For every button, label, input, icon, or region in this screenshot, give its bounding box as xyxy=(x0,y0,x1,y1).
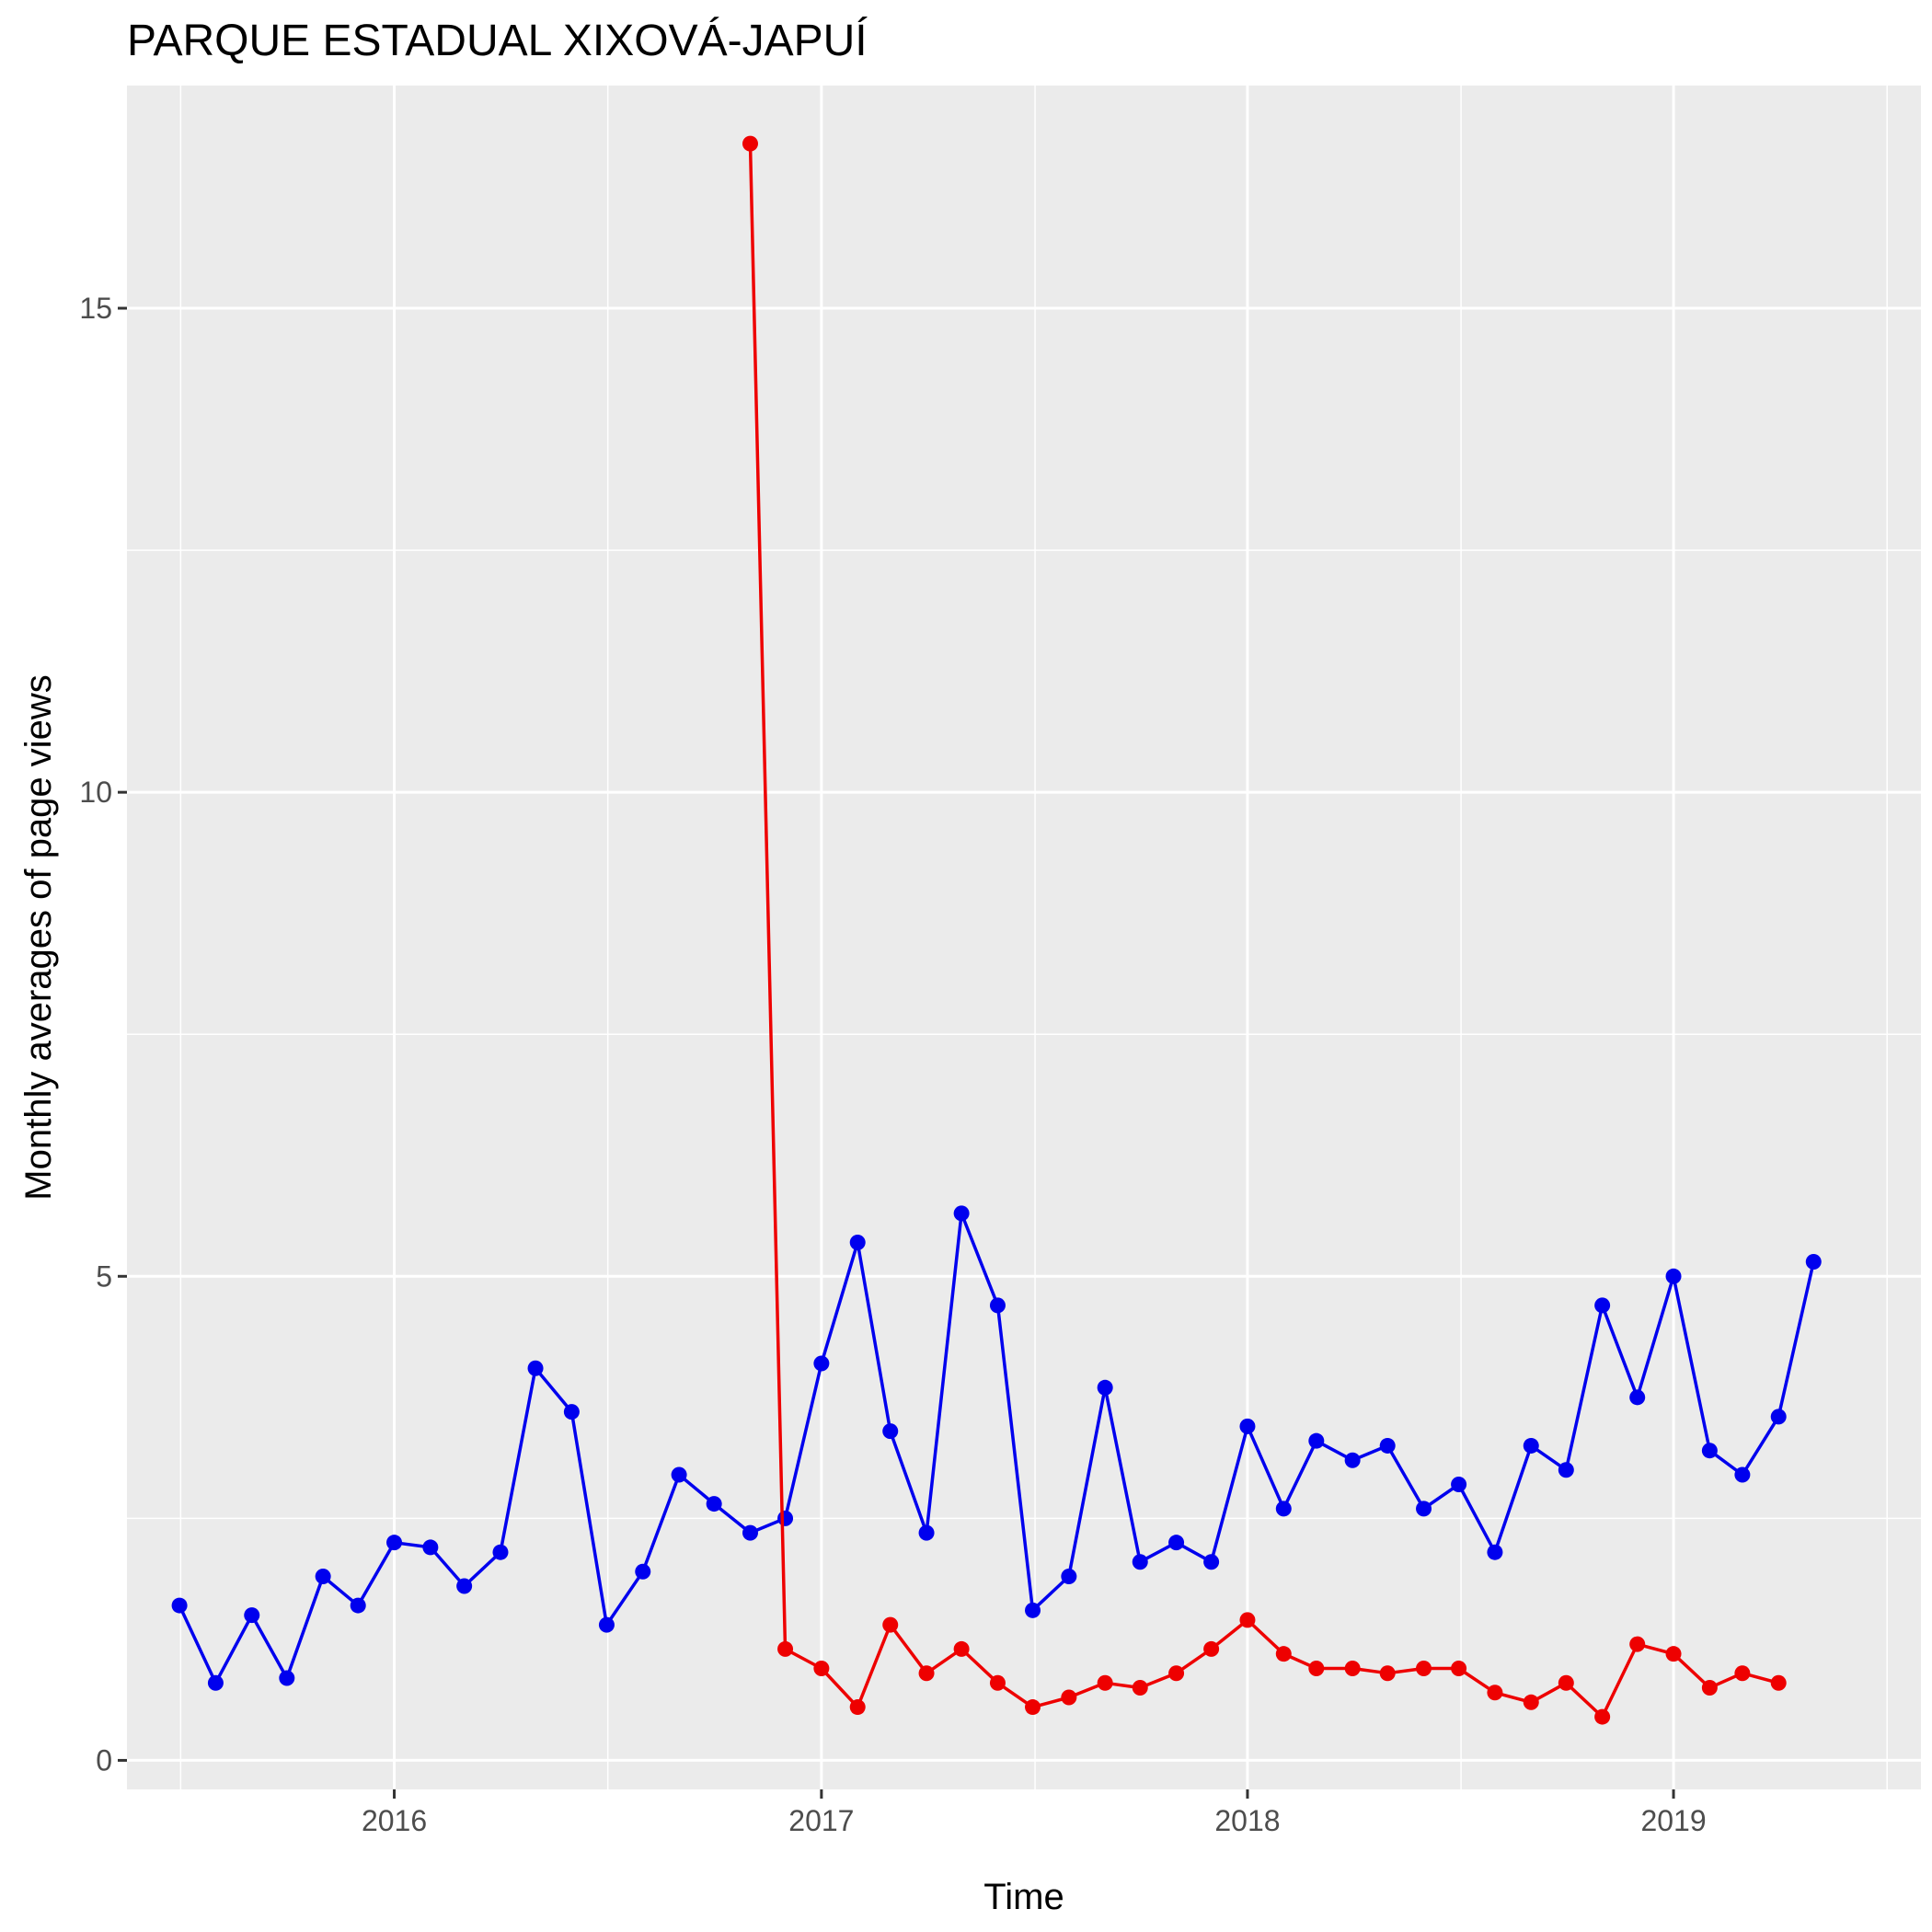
data-point-series-1 xyxy=(1805,1254,1822,1271)
data-point-series-1 xyxy=(1275,1501,1292,1517)
data-point-series-1 xyxy=(527,1360,544,1376)
grid-lines xyxy=(127,86,1921,1789)
data-point-series-1 xyxy=(1523,1437,1539,1454)
data-point-series-2 xyxy=(1379,1665,1396,1682)
data-point-series-1 xyxy=(386,1535,403,1551)
data-point-series-2 xyxy=(1308,1660,1325,1676)
data-point-series-2 xyxy=(1025,1699,1041,1716)
data-point-series-2 xyxy=(777,1640,794,1657)
data-point-series-1 xyxy=(777,1510,794,1526)
data-point-series-1 xyxy=(882,1423,899,1440)
data-point-series-2 xyxy=(1097,1674,1113,1691)
data-point-series-2 xyxy=(1451,1660,1467,1676)
data-point-series-2 xyxy=(1665,1646,1682,1662)
data-point-series-1 xyxy=(989,1297,1006,1314)
data-point-series-2 xyxy=(1734,1665,1751,1682)
data-point-series-1 xyxy=(315,1569,331,1584)
data-point-series-1 xyxy=(706,1496,722,1512)
data-point-series-1 xyxy=(207,1674,224,1691)
x-tick-label: 2019 xyxy=(1640,1804,1706,1837)
data-point-series-1 xyxy=(635,1563,651,1580)
x-tick-label: 2017 xyxy=(788,1804,854,1837)
data-point-series-2 xyxy=(1487,1685,1503,1701)
data-point-series-2 xyxy=(1701,1680,1718,1696)
data-point-series-2 xyxy=(1770,1674,1787,1691)
data-point-series-1 xyxy=(1629,1389,1646,1406)
data-point-series-2 xyxy=(1061,1689,1077,1706)
data-point-series-1 xyxy=(244,1607,260,1624)
data-point-series-1 xyxy=(1701,1443,1718,1459)
data-point-series-1 xyxy=(350,1597,366,1614)
data-point-series-2 xyxy=(1132,1680,1148,1696)
data-point-series-1 xyxy=(1132,1554,1148,1570)
data-point-series-2 xyxy=(1203,1640,1220,1657)
data-point-series-2 xyxy=(953,1640,970,1657)
data-point-series-1 xyxy=(563,1404,580,1420)
y-tick-label: 5 xyxy=(96,1259,112,1293)
data-point-series-2 xyxy=(989,1674,1006,1691)
data-point-series-1 xyxy=(1451,1477,1467,1493)
data-point-series-1 xyxy=(1416,1501,1432,1517)
data-point-series-1 xyxy=(1487,1544,1503,1560)
data-point-series-2 xyxy=(882,1616,899,1633)
x-tick-label: 2018 xyxy=(1214,1804,1280,1837)
data-point-series-1 xyxy=(1239,1418,1256,1434)
x-tick-label: 2016 xyxy=(362,1804,427,1837)
data-point-series-2 xyxy=(1239,1612,1256,1628)
data-point-series-1 xyxy=(1344,1452,1361,1468)
data-point-series-2 xyxy=(813,1660,830,1676)
data-point-series-1 xyxy=(1061,1569,1077,1584)
y-axis-title: Monthly averages of page views xyxy=(18,674,59,1200)
data-point-series-1 xyxy=(953,1205,970,1222)
y-tick-label: 0 xyxy=(96,1743,112,1777)
data-point-series-1 xyxy=(1308,1432,1325,1449)
data-point-series-2 xyxy=(1523,1694,1539,1710)
data-point-series-2 xyxy=(1594,1708,1611,1725)
data-point-series-1 xyxy=(1734,1466,1751,1483)
data-point-series-2 xyxy=(1629,1636,1646,1652)
data-point-series-1 xyxy=(1379,1437,1396,1454)
data-point-series-1 xyxy=(1097,1379,1113,1396)
data-point-series-2 xyxy=(1416,1660,1432,1676)
data-point-series-1 xyxy=(1025,1602,1041,1618)
data-point-series-1 xyxy=(1594,1297,1611,1314)
data-point-series-1 xyxy=(1770,1409,1787,1425)
axes: 0 5 10 15 2016 2017 2018 2019 xyxy=(79,292,1706,1837)
data-point-series-2 xyxy=(1275,1646,1292,1662)
data-point-series-1 xyxy=(598,1616,615,1633)
data-point-series-1 xyxy=(671,1466,687,1483)
data-point-series-2 xyxy=(1558,1674,1574,1691)
y-tick-label: 10 xyxy=(79,776,112,809)
data-point-series-1 xyxy=(849,1234,866,1250)
data-point-series-1 xyxy=(1168,1535,1185,1551)
data-point-series-1 xyxy=(1203,1554,1220,1570)
data-series xyxy=(171,135,1822,1725)
data-point-series-1 xyxy=(171,1597,188,1614)
data-point-series-2 xyxy=(1344,1660,1361,1676)
data-point-series-1 xyxy=(1558,1462,1574,1478)
data-point-series-2 xyxy=(849,1699,866,1716)
plot-panel xyxy=(127,86,1921,1789)
chart-title: PARQUE ESTADUAL XIXOVÁ-JAPUÍ xyxy=(127,17,868,65)
data-point-series-1 xyxy=(813,1355,830,1372)
x-axis-title: Time xyxy=(983,1877,1064,1917)
series-line-2 xyxy=(748,144,1779,1719)
data-point-series-2 xyxy=(918,1665,935,1682)
data-point-series-1 xyxy=(492,1544,509,1560)
data-point-series-1 xyxy=(279,1670,295,1686)
data-point-series-1 xyxy=(742,1524,758,1541)
data-point-series-2 xyxy=(1168,1665,1185,1682)
data-point-series-1 xyxy=(456,1578,473,1594)
data-point-series-1 xyxy=(918,1524,935,1541)
data-point-series-1 xyxy=(422,1539,439,1556)
y-tick-label: 15 xyxy=(79,292,112,325)
data-point-series-2 xyxy=(742,135,758,152)
data-point-series-1 xyxy=(1665,1268,1682,1284)
